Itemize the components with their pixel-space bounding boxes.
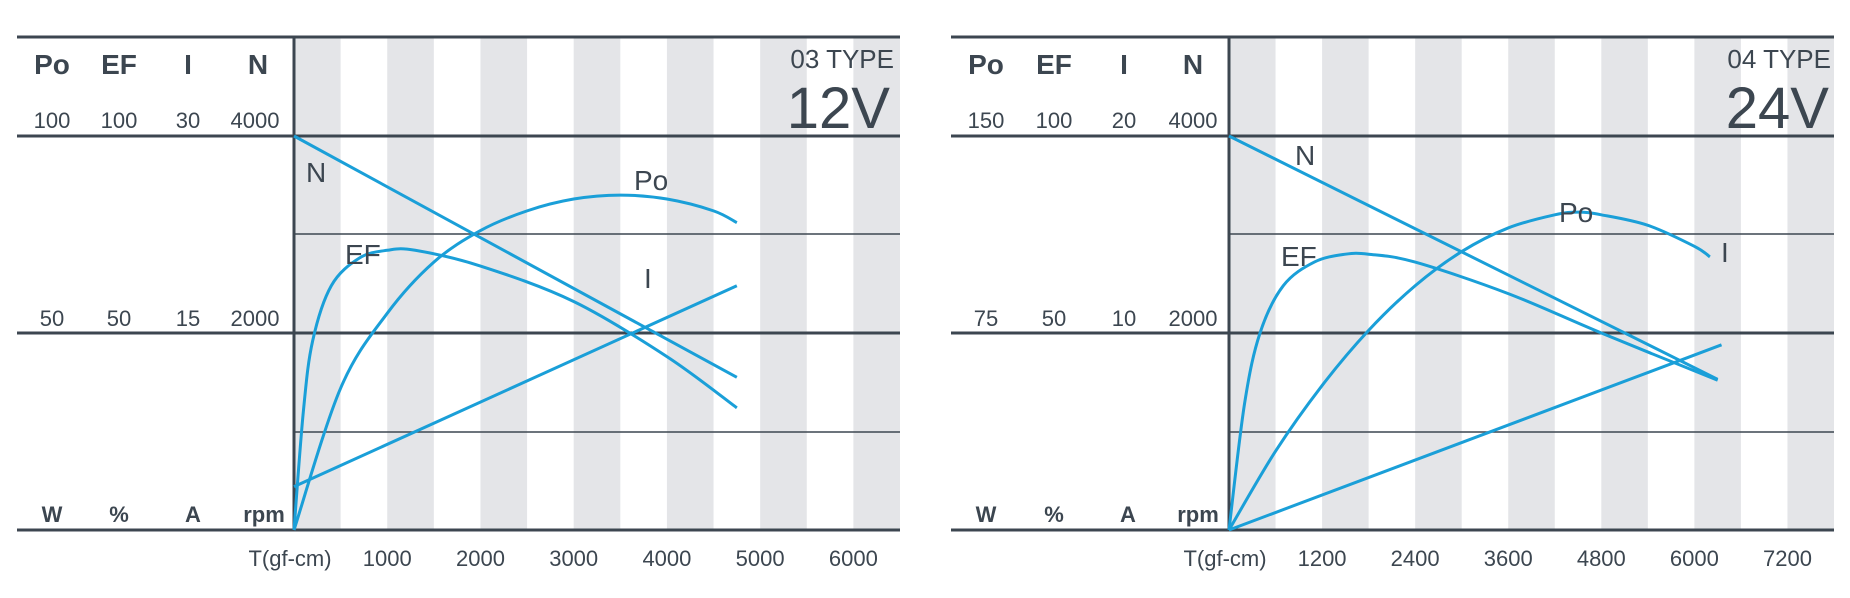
curve-ef	[292, 247, 738, 531]
curve-label-n: N	[306, 157, 326, 188]
col-unit-n: rpm	[243, 502, 285, 527]
curve-label-i: I	[1721, 237, 1729, 268]
background-stripe	[1787, 37, 1834, 530]
curve-n	[293, 134, 738, 379]
curve-i	[1228, 343, 1723, 532]
background-stripe	[573, 37, 621, 530]
col-mid-n: 2000	[1169, 306, 1218, 331]
x-tick-label: 3600	[1484, 546, 1533, 571]
x-ticks-2: 1200 2400 3600 4800 6000 7200	[1298, 546, 1812, 571]
curve-label-ef: EF	[345, 239, 381, 270]
col-mid-n: 2000	[231, 306, 280, 331]
background-stripe	[480, 37, 528, 530]
background-stripe	[1415, 37, 1462, 530]
col-max-ef: 100	[1036, 108, 1073, 133]
col-unit-ef: %	[109, 502, 129, 527]
x-ticks-1: 1000 2000 3000 4000 5000 6000	[363, 546, 878, 571]
col-unit-n: rpm	[1177, 502, 1219, 527]
background-stripe	[1601, 37, 1648, 530]
x-tick-label: 6000	[829, 546, 878, 571]
col-mid-po: 50	[40, 306, 64, 331]
col-header-ef: EF	[1036, 49, 1072, 80]
x-tick-label: 1000	[363, 546, 412, 571]
x-tick-label: 6000	[1670, 546, 1719, 571]
col-unit-po: W	[976, 502, 997, 527]
col-unit-ef: %	[1044, 502, 1064, 527]
col-header-po: Po	[968, 49, 1004, 80]
col-unit-i: A	[185, 502, 201, 527]
col-header-ef: EF	[101, 49, 137, 80]
voltage-label: 24V	[1726, 76, 1830, 141]
x-tick-label: 1200	[1298, 546, 1347, 571]
voltage-label: 12V	[787, 76, 891, 141]
curve-label-po: Po	[634, 165, 668, 196]
curve-label-n: N	[1295, 140, 1315, 171]
col-unit-i: A	[1120, 502, 1136, 527]
curve-i	[293, 284, 738, 489]
background-stripe	[1508, 37, 1555, 530]
col-unit-po: W	[42, 502, 63, 527]
stripes-2	[1229, 37, 1834, 530]
background-stripe	[1694, 37, 1741, 530]
col-max-i: 30	[176, 108, 200, 133]
curve-label-i: I	[644, 263, 652, 294]
curve-po	[1227, 210, 1711, 531]
x-axis-label: T(gf-cm)	[248, 546, 331, 571]
col-mid-ef: 50	[1042, 306, 1066, 331]
background-stripe	[760, 37, 807, 530]
col-mid-po: 75	[974, 306, 998, 331]
col-max-n: 4000	[231, 108, 280, 133]
chart-panel-04-type: Po EF I N 150 100 20 4000 75 50 10 2000 …	[951, 35, 1834, 571]
curve-po	[292, 193, 738, 531]
background-stripe	[666, 37, 714, 530]
col-mid-ef: 50	[107, 306, 131, 331]
background-stripe	[1322, 37, 1369, 530]
type-label: 04 TYPE	[1727, 44, 1831, 74]
col-header-po: Po	[34, 49, 70, 80]
background-stripe	[1229, 37, 1276, 530]
curve-label-ef: EF	[1281, 241, 1317, 272]
type-label: 03 TYPE	[790, 44, 894, 74]
col-header-n: N	[248, 49, 268, 80]
background-stripe	[853, 37, 900, 530]
col-header-n: N	[1183, 49, 1203, 80]
x-tick-label: 4000	[642, 546, 691, 571]
x-tick-label: 3000	[549, 546, 598, 571]
col-max-po: 100	[34, 108, 71, 133]
col-mid-i: 15	[176, 306, 200, 331]
col-header-i: I	[184, 49, 192, 80]
x-tick-label: 2000	[456, 546, 505, 571]
col-max-ef: 100	[101, 108, 138, 133]
chart-panel-03-type: Po EF I N 100 100 30 4000 50 50 15 2000 …	[17, 35, 900, 571]
curves-2	[1227, 134, 1723, 532]
x-axis-label: T(gf-cm)	[1183, 546, 1266, 571]
stripes-1	[294, 37, 900, 530]
col-max-po: 150	[968, 108, 1005, 133]
col-mid-i: 10	[1112, 306, 1136, 331]
curves-1	[292, 134, 738, 531]
x-tick-label: 5000	[736, 546, 785, 571]
col-max-i: 20	[1112, 108, 1136, 133]
x-tick-label: 2400	[1391, 546, 1440, 571]
curve-n	[1228, 134, 1719, 381]
col-header-i: I	[1120, 49, 1128, 80]
col-max-n: 4000	[1169, 108, 1218, 133]
x-tick-label: 7200	[1763, 546, 1812, 571]
curve-ef	[1227, 251, 1719, 531]
curve-label-po: Po	[1559, 197, 1593, 228]
x-tick-label: 4800	[1577, 546, 1626, 571]
